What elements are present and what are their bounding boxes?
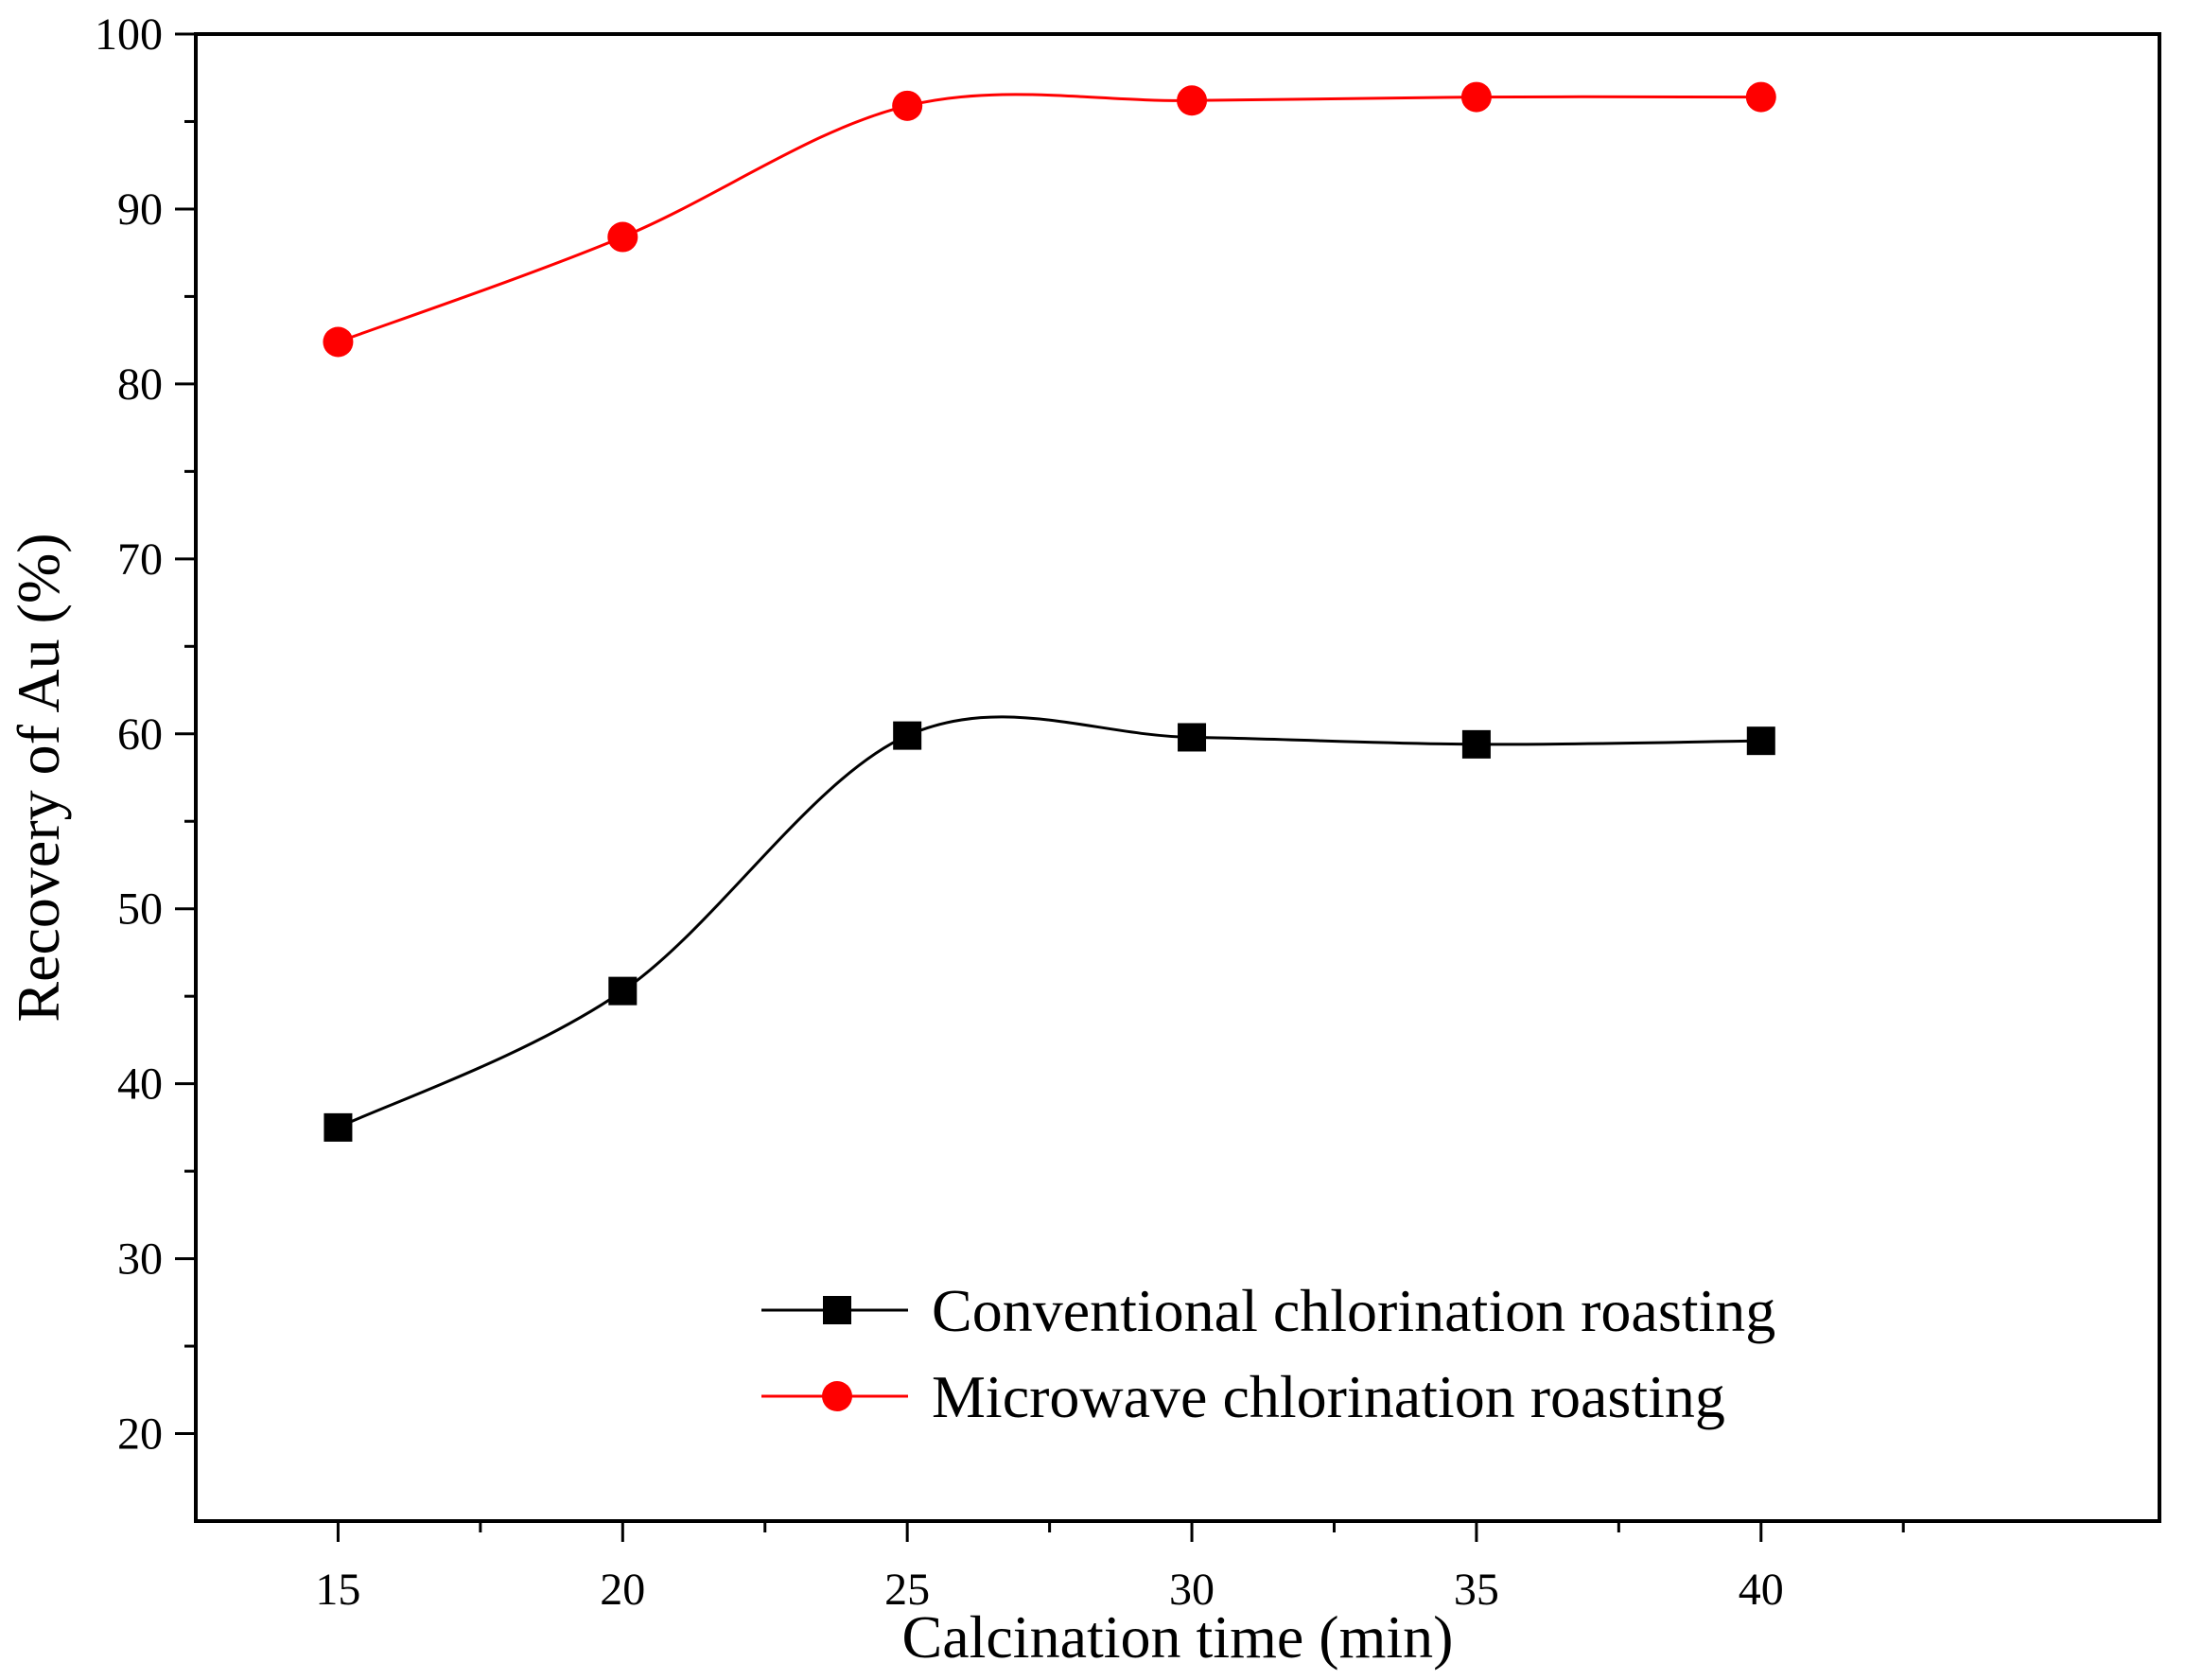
data-point-conventional bbox=[1746, 726, 1775, 756]
data-point-microwave bbox=[323, 326, 354, 358]
x-tick-label: 40 bbox=[1739, 1565, 1784, 1615]
y-tick-label: 90 bbox=[117, 184, 163, 235]
data-point-microwave bbox=[1177, 85, 1208, 116]
data-point-conventional bbox=[608, 976, 638, 1006]
x-tick-label: 15 bbox=[315, 1565, 360, 1615]
y-tick-label: 80 bbox=[117, 359, 163, 410]
data-point-conventional bbox=[1461, 729, 1491, 759]
y-axis-ticks: 20 30 40 50 60 70 80 90 100 bbox=[95, 9, 196, 1460]
data-point-microwave bbox=[607, 221, 638, 253]
data-point-microwave bbox=[1460, 81, 1492, 113]
legend-marker-microwave bbox=[822, 1381, 852, 1411]
data-point-conventional bbox=[323, 1112, 353, 1142]
y-tick-label: 50 bbox=[117, 884, 163, 935]
y-tick-label: 70 bbox=[117, 534, 163, 585]
data-point-conventional bbox=[1178, 723, 1207, 752]
data-point-microwave bbox=[892, 90, 923, 121]
legend-label-conventional: Conventional chlorination roasting bbox=[932, 1277, 1775, 1344]
series-markers bbox=[323, 81, 1776, 1142]
x-tick-label: 35 bbox=[1454, 1565, 1499, 1615]
y-tick-label: 60 bbox=[117, 709, 163, 760]
y-tick-label: 100 bbox=[95, 9, 163, 60]
x-axis-title: Calcination time (min) bbox=[902, 1603, 1454, 1671]
series-lines bbox=[337, 93, 1761, 1129]
x-axis-ticks: 15 20 25 30 35 40 bbox=[315, 1521, 1784, 1615]
y-tick-label: 40 bbox=[117, 1059, 163, 1110]
x-tick-label: 25 bbox=[884, 1565, 930, 1615]
y-axis-title: Recovery of Au (%) bbox=[5, 533, 72, 1022]
data-point-conventional bbox=[893, 721, 922, 750]
x-tick-label: 20 bbox=[600, 1565, 645, 1615]
x-tick-label: 30 bbox=[1169, 1565, 1215, 1615]
legend: Conventional chlorination roasting Micro… bbox=[761, 1277, 1775, 1430]
y-tick-label: 30 bbox=[117, 1234, 163, 1285]
plot-frame bbox=[194, 32, 2161, 1523]
y-tick-label: 20 bbox=[117, 1409, 163, 1460]
legend-marker-conventional bbox=[823, 1296, 851, 1324]
data-point-microwave bbox=[1745, 81, 1776, 113]
legend-label-microwave: Microwave chlorination roasting bbox=[932, 1363, 1725, 1430]
series-line-0 bbox=[337, 715, 1761, 1129]
series-line-1 bbox=[337, 93, 1761, 343]
